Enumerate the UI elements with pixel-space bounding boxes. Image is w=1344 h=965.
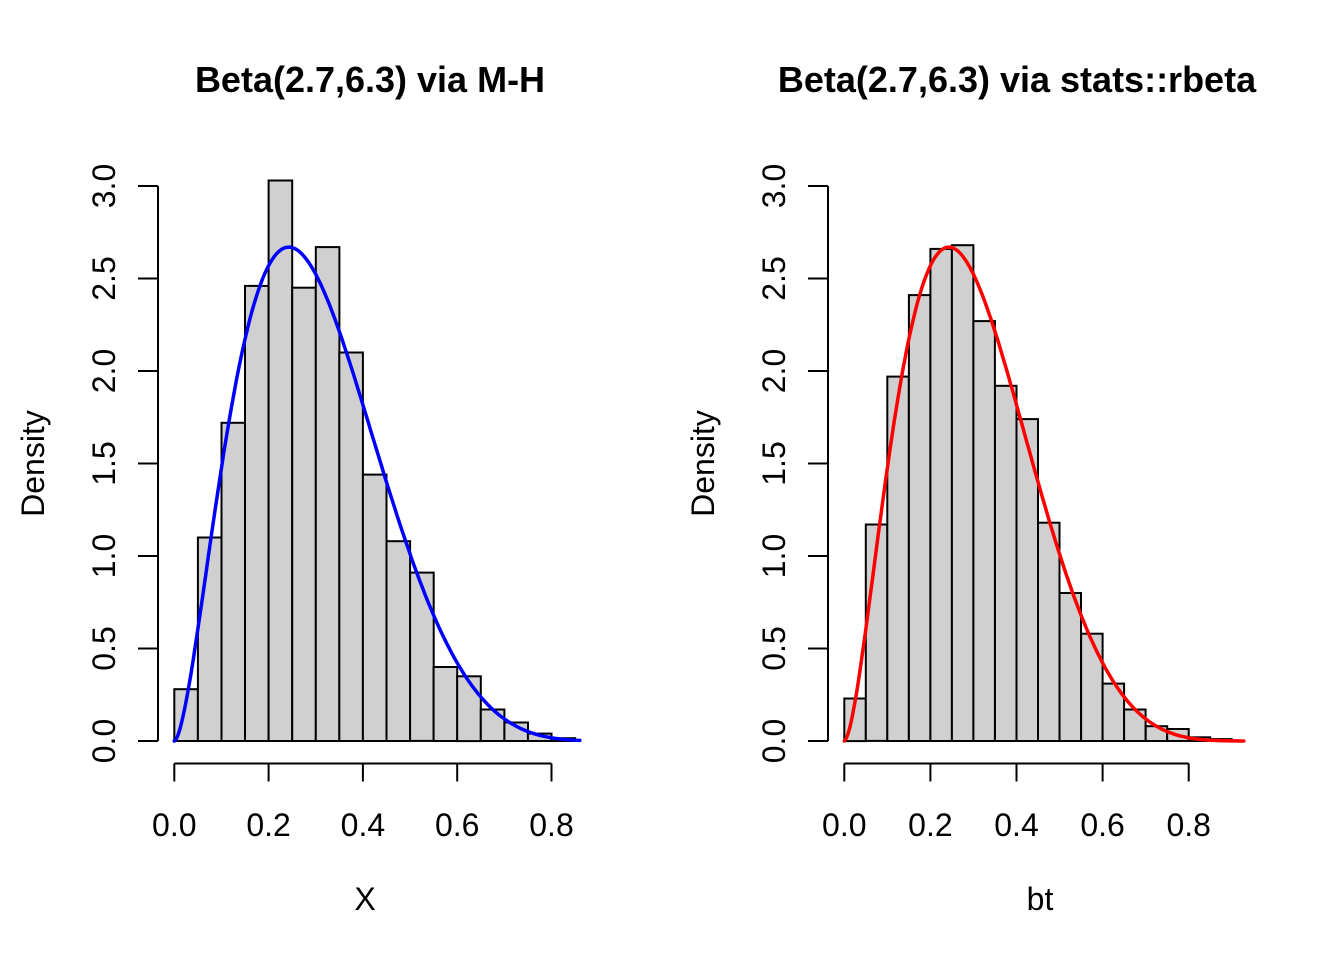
histogram-bar (456, 675, 482, 743)
x-tick-label: 0.8 (529, 807, 573, 843)
histogram-bar (929, 247, 953, 742)
y-tick-label: 1.5 (756, 441, 792, 485)
y-tick-label: 3.0 (86, 164, 122, 208)
histogram-bar (220, 421, 247, 742)
x-tick-label: 0.4 (994, 807, 1038, 843)
y-axis-label: Density (15, 410, 51, 517)
x-axis: 0.0 0.2 0.4 0.6 0.8 (822, 762, 1211, 843)
histogram-bar (1037, 521, 1061, 743)
y-axis-label: Density (685, 410, 721, 517)
histogram-bars (843, 244, 1233, 743)
histogram-bar (1058, 592, 1082, 742)
x-tick-label: 0.0 (152, 807, 196, 843)
histogram-bars (173, 179, 577, 743)
x-tick-label: 0.6 (435, 807, 479, 843)
histogram-bar (950, 244, 975, 742)
x-tick-label: 0.2 (908, 807, 952, 843)
x-axis-label: X (354, 881, 375, 917)
histogram-bar (1080, 632, 1104, 743)
x-tick-label: 0.8 (1166, 807, 1210, 843)
panel-right: 0.0 0.5 1.0 1.5 2.0 2.5 3.0 0.0 0.2 0.4 0.6 0.8 Beta… (685, 59, 1257, 917)
panel-title: Beta(2.7,6.3) via stats::rbeta (778, 59, 1257, 100)
panel-title: Beta(2.7,6.3) via M-H (195, 59, 545, 100)
x-tick-label: 0.6 (1080, 807, 1124, 843)
histogram-bar (267, 179, 294, 742)
histogram-bar (907, 294, 932, 742)
y-tick-label: 0.5 (756, 626, 792, 670)
y-tick-label: 2.0 (86, 349, 122, 393)
histogram-bar (244, 284, 270, 742)
histogram-bar (972, 320, 996, 742)
histogram-bar (385, 540, 412, 743)
x-tick-label: 0.0 (822, 807, 866, 843)
y-tick-label: 1.0 (86, 534, 122, 578)
histogram-bar (291, 286, 317, 742)
histogram-bar (409, 571, 435, 742)
x-tick-label: 0.4 (341, 807, 385, 843)
y-tick-label: 2.5 (86, 256, 122, 300)
y-axis: 0.0 0.5 1.0 1.5 2.0 2.5 3.0 (86, 164, 159, 763)
y-tick-label: 0.0 (756, 719, 792, 763)
x-axis: 0.0 0.2 0.4 0.6 0.8 (152, 762, 574, 843)
histogram-bar (432, 666, 459, 742)
histogram-bar (196, 536, 223, 742)
histogram-bar (886, 375, 910, 742)
histogram-bar (361, 473, 388, 742)
y-tick-label: 0.5 (86, 626, 122, 670)
y-axis: 0.0 0.5 1.0 1.5 2.0 2.5 3.0 (756, 164, 829, 763)
y-tick-label: 1.0 (756, 534, 792, 578)
y-tick-label: 3.0 (756, 164, 792, 208)
y-tick-label: 0.0 (86, 719, 122, 763)
x-axis-label: bt (1027, 881, 1054, 917)
density-curve (172, 245, 582, 743)
histogram-bar (338, 351, 364, 742)
y-tick-label: 1.5 (86, 441, 122, 485)
x-tick-label: 0.2 (246, 807, 290, 843)
panel-left: 0.0 0.5 1.0 1.5 2.0 2.5 3.0 0.0 0.2 0.4 0.6 0.8 Beta… (15, 59, 582, 917)
y-tick-label: 2.5 (756, 256, 792, 300)
y-tick-label: 2.0 (756, 349, 792, 393)
histogram-bar (994, 384, 1018, 742)
density-curve (842, 245, 1246, 743)
